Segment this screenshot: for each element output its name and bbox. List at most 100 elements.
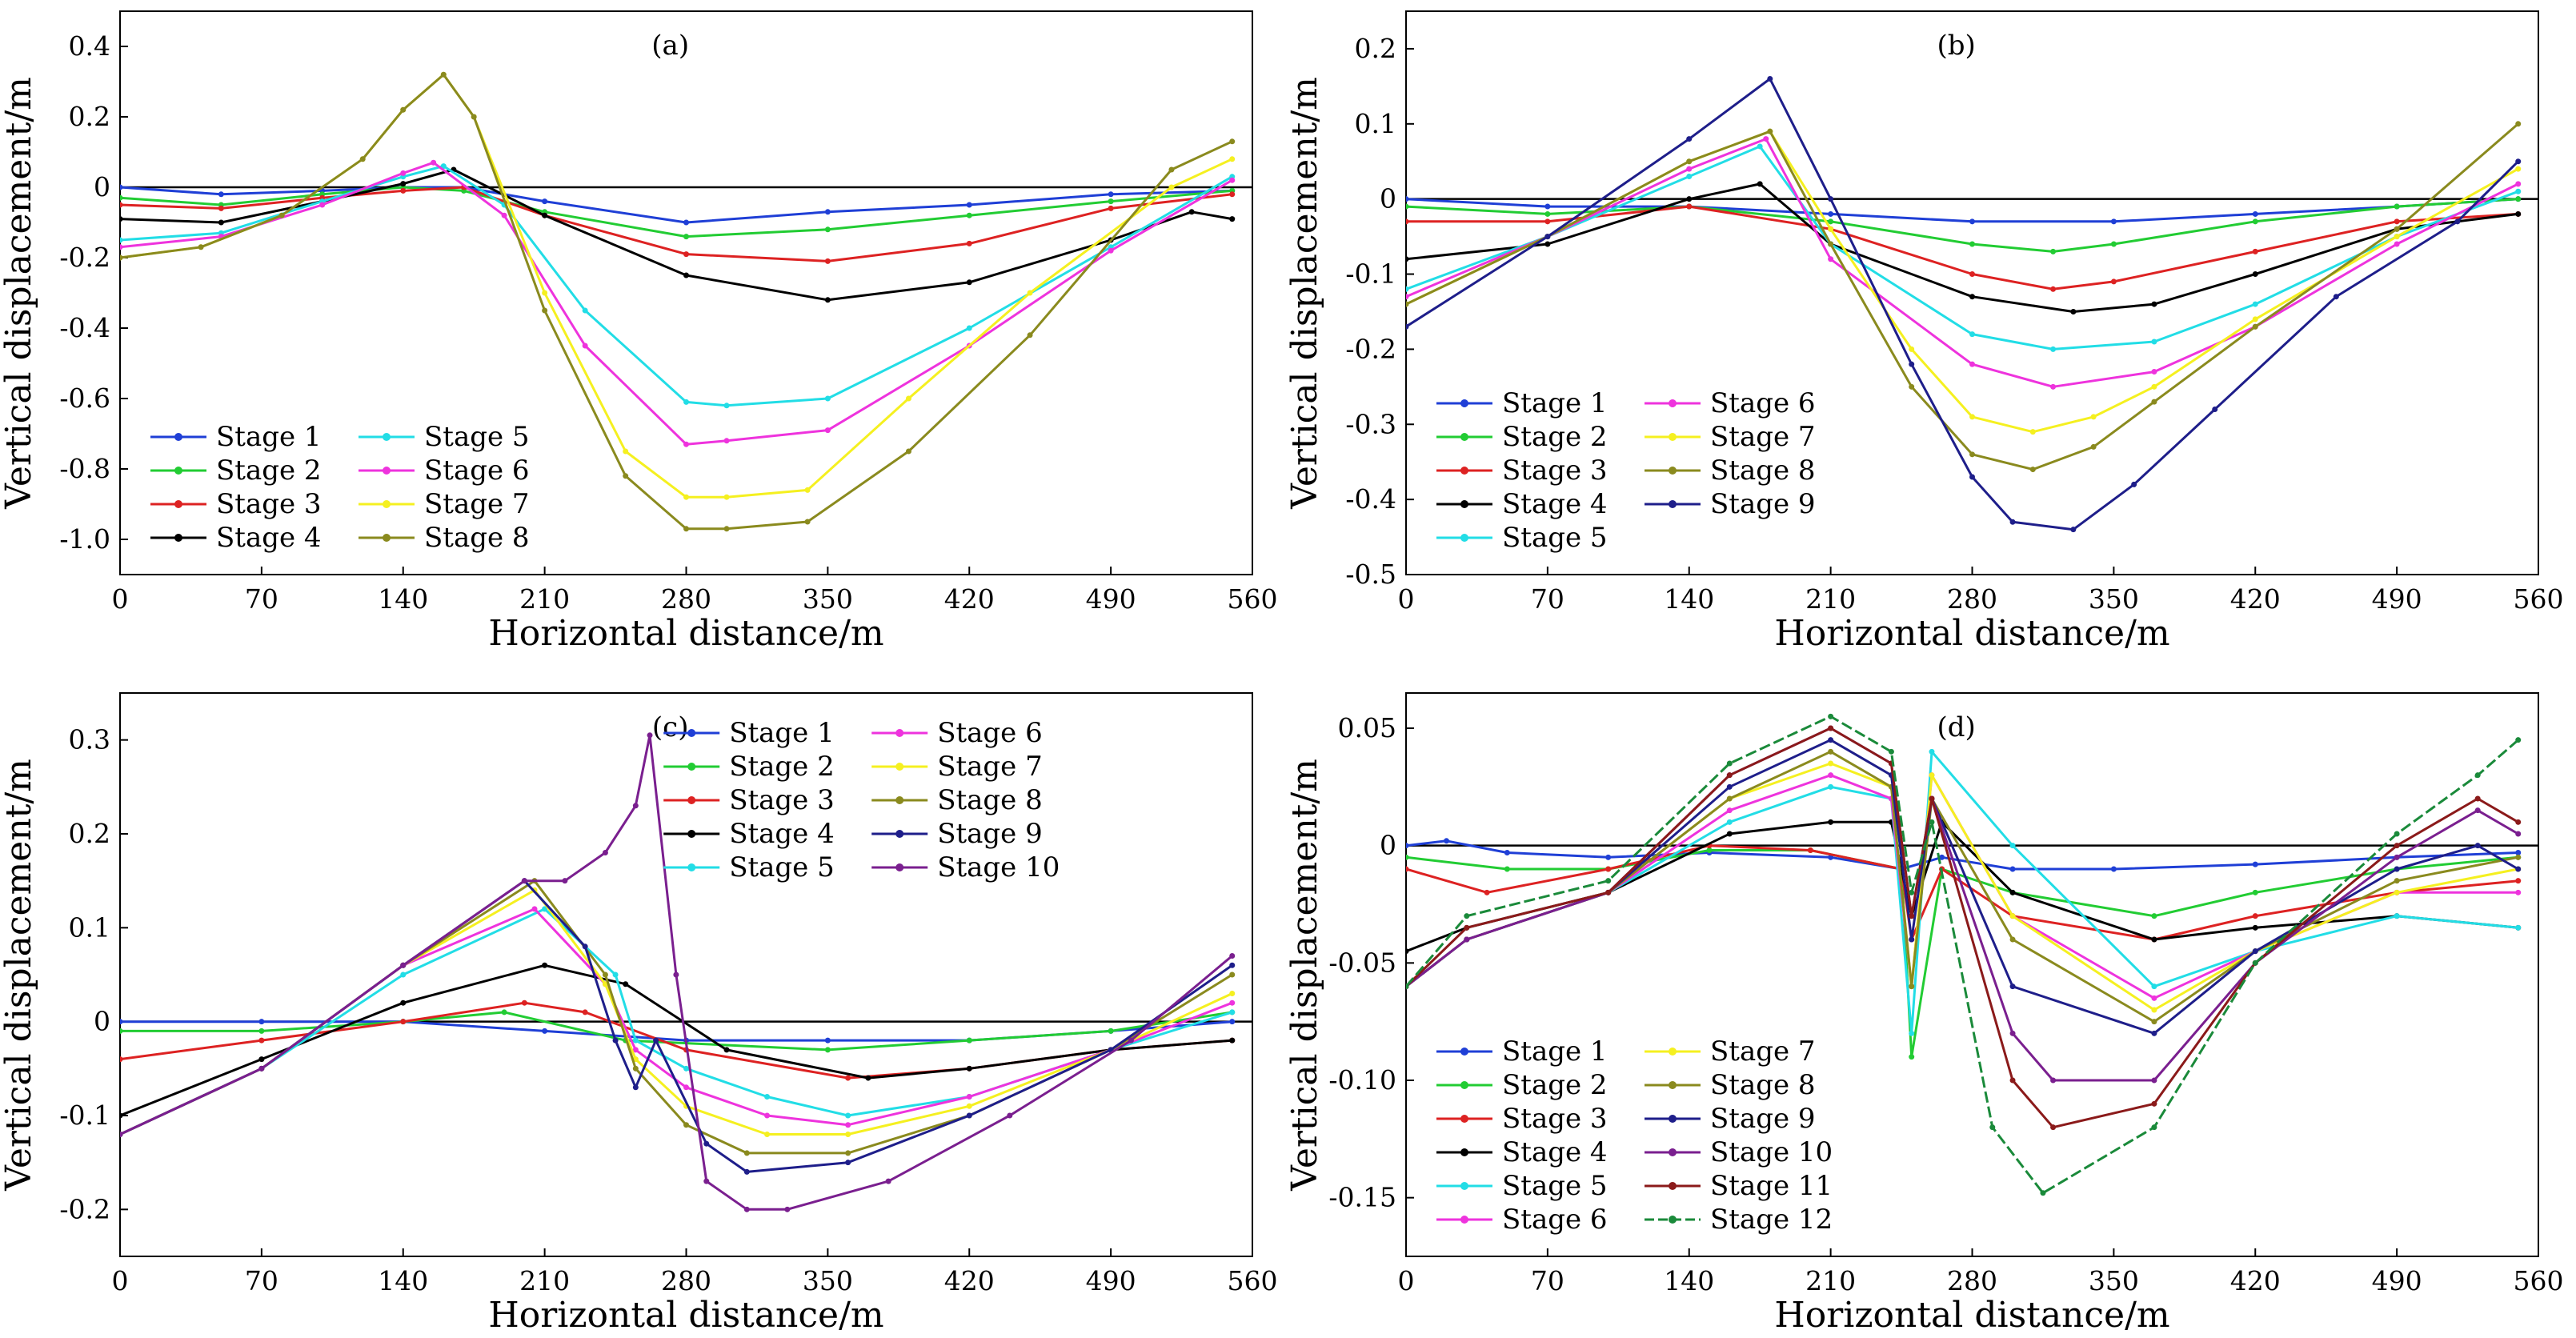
- data-point: [531, 906, 538, 912]
- data-point: [683, 441, 689, 447]
- series-line-stage-10: [120, 734, 1233, 1211]
- data-point: [1828, 256, 1834, 262]
- data-point: [1929, 772, 1935, 779]
- data-point: [1969, 294, 1975, 300]
- data-point: [400, 181, 407, 187]
- data-point: [2515, 819, 2522, 825]
- legend-item: Stage 2: [663, 751, 835, 783]
- legend-label: Stage 5: [729, 851, 835, 883]
- data-point: [2070, 527, 2077, 533]
- series-line-stage-4: [120, 168, 1232, 302]
- data-point: [905, 395, 911, 402]
- data-point: [2394, 234, 2400, 240]
- legend-item: Stage 6: [1436, 1204, 1608, 1236]
- data-point: [2151, 399, 2157, 405]
- legend-item: Stage 2: [1436, 421, 1608, 453]
- data-point: [723, 526, 730, 532]
- legend-label: Stage 10: [1710, 1136, 1833, 1168]
- legend-item: Stage 5: [359, 421, 530, 453]
- x-tick-label: 280: [1947, 1265, 1997, 1296]
- data-point: [1229, 971, 1236, 978]
- series-line-stage-7: [120, 888, 1233, 1136]
- x-tick-label: 0: [112, 583, 129, 615]
- data-point: [2515, 196, 2522, 202]
- series-group: [120, 732, 1236, 1212]
- legend-label: Stage 5: [424, 421, 530, 453]
- y-tick-label: 0.4: [69, 30, 110, 62]
- series-group: [1406, 75, 2522, 533]
- data-point: [2070, 308, 2077, 314]
- data-point: [1969, 331, 1975, 338]
- panel-4: 0 70 140 210 280 350 420 490 560 0.05 0 -0.05 -0.10 -…: [1284, 692, 2564, 1336]
- legend-marker: [1460, 1148, 1468, 1156]
- data-point: [2110, 218, 2117, 225]
- series-line-stage-4: [120, 963, 1232, 1117]
- data-point: [1909, 383, 1915, 390]
- legend-label: Stage 6: [424, 455, 530, 487]
- data-point: [845, 1075, 851, 1081]
- y-axis-label: Vertical displacement/m: [0, 759, 39, 1192]
- data-point: [1828, 819, 1834, 825]
- legend-item: Stage 4: [1436, 488, 1608, 520]
- data-point: [1406, 301, 1409, 307]
- data-point: [1969, 271, 1975, 278]
- data-point: [865, 1075, 871, 1081]
- data-point: [2394, 889, 2400, 895]
- data-point: [1686, 196, 1693, 202]
- legend-marker: [895, 763, 904, 771]
- data-point: [120, 1056, 123, 1063]
- x-tick-label: 490: [1086, 583, 1136, 615]
- data-point: [2009, 1030, 2016, 1036]
- y-tick-label: 0: [94, 171, 110, 202]
- data-point: [1544, 218, 1551, 225]
- legend-marker: [687, 830, 696, 838]
- panel-2: 0 70 140 210 280 350 420 490 560 0.2 0.1 0 -0.1 -0.2 -…: [1284, 10, 2564, 654]
- data-point: [824, 1037, 831, 1044]
- data-point: [632, 803, 639, 809]
- legend-item: Stage 6: [871, 717, 1043, 749]
- data-point: [632, 1065, 639, 1072]
- data-point: [2515, 866, 2522, 872]
- data-point: [218, 191, 224, 198]
- legend-marker: [1669, 433, 1677, 441]
- data-point: [400, 971, 407, 978]
- legend-marker: [1669, 1048, 1677, 1056]
- legend-item: Stage 7: [1645, 1036, 1816, 1068]
- data-point: [2151, 983, 2157, 990]
- data-point: [258, 1019, 265, 1025]
- x-tick-label: 350: [2089, 583, 2139, 615]
- data-point: [2252, 323, 2258, 330]
- data-point: [1828, 737, 1834, 743]
- series-line-stage-8: [120, 73, 1233, 531]
- data-point: [2394, 878, 2400, 884]
- data-point: [1909, 936, 1915, 943]
- legend-item: Stage 5: [663, 851, 835, 883]
- data-point: [1229, 138, 1236, 145]
- data-point: [1929, 748, 1935, 755]
- legend-item: Stage 4: [1436, 1136, 1608, 1168]
- legend-label: Stage 3: [729, 784, 835, 816]
- data-point: [1229, 1009, 1236, 1016]
- data-point: [120, 216, 123, 222]
- series-line-stage-9: [120, 879, 1233, 1173]
- y-tick-label: -1.0: [59, 523, 110, 555]
- x-axis-label: Horizontal distance/m: [1774, 1295, 2169, 1334]
- data-point: [1406, 983, 1409, 990]
- data-point: [683, 272, 689, 278]
- data-point: [120, 184, 123, 190]
- data-point: [2515, 831, 2522, 837]
- data-point: [471, 114, 477, 120]
- legend-label: Stage 1: [1502, 387, 1608, 419]
- data-point: [400, 106, 407, 113]
- data-point: [2009, 936, 2016, 943]
- legend-marker: [895, 729, 904, 737]
- data-point: [1406, 286, 1409, 292]
- legend-label: Stage 12: [1710, 1204, 1833, 1236]
- data-point: [1229, 177, 1236, 183]
- data-point: [2252, 218, 2258, 225]
- data-point: [764, 1112, 771, 1119]
- y-axis-label: Vertical displacement/m: [0, 77, 39, 510]
- data-point: [612, 1037, 619, 1044]
- data-point: [2151, 1077, 2157, 1084]
